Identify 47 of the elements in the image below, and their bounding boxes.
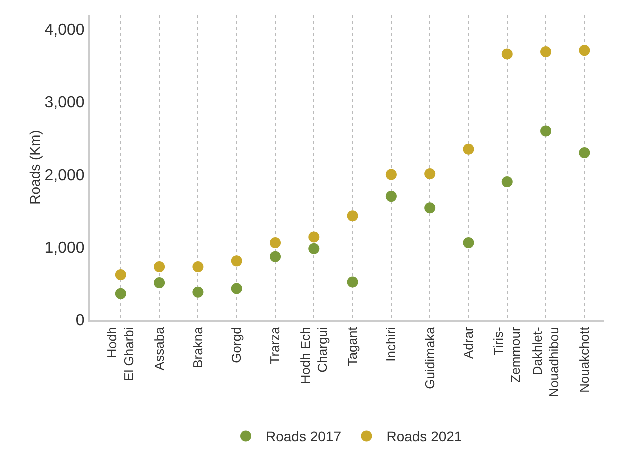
x-tick-label: Adrar: [460, 326, 476, 359]
x-tick-label: Nouakchott: [576, 326, 592, 393]
x-tick-label: Hodh El Gharbi: [104, 327, 137, 382]
y-tick-label: 0: [76, 312, 85, 330]
y-axis-title: Roads (Km): [26, 130, 43, 205]
point: [192, 286, 204, 298]
point: [347, 276, 358, 288]
point: [115, 288, 126, 300]
point: [154, 277, 166, 288]
point: [579, 45, 590, 56]
x-tick-label: Hodh Ech Chargui: [298, 327, 330, 384]
x-tick-label: Tagant: [345, 326, 360, 366]
point: [270, 251, 281, 262]
x-tick-label: Guidimaka: [422, 326, 438, 390]
point: [386, 169, 397, 180]
point: [579, 147, 590, 158]
point: [463, 238, 474, 249]
point: [308, 232, 320, 243]
y-tick-label: 4,000: [44, 22, 85, 40]
legend-label: Roads 2021: [386, 428, 462, 445]
point: [115, 269, 126, 280]
x-tick-label: Dakhlet- Nouadhibou: [530, 327, 562, 398]
y-tick-label: 2,000: [44, 167, 85, 184]
y-tick-label: 1,000: [44, 240, 85, 257]
x-tick-label: Inchiri: [384, 327, 399, 362]
point: [502, 48, 513, 60]
point: [231, 256, 242, 267]
point: [347, 210, 358, 222]
point: [192, 261, 204, 272]
legend-label: Roads 2017: [266, 428, 342, 445]
x-tick-label: Gorgd: [229, 327, 244, 364]
point: [424, 168, 436, 180]
point: [231, 283, 242, 294]
x-tick-label: Brakna: [190, 326, 206, 368]
x-tick-label: Tiris- Zemmour: [491, 326, 524, 383]
point: [540, 126, 552, 137]
point: [502, 176, 513, 188]
point: [424, 202, 436, 214]
point: [540, 46, 552, 58]
point: [154, 261, 166, 272]
y-tick-label: 3,000: [44, 94, 85, 112]
point: [463, 144, 474, 155]
x-tick-label: Assaba: [152, 326, 167, 371]
x-tick-label: Trarza: [268, 326, 283, 364]
point: [308, 243, 320, 254]
point: [386, 191, 397, 202]
point: [270, 238, 281, 249]
